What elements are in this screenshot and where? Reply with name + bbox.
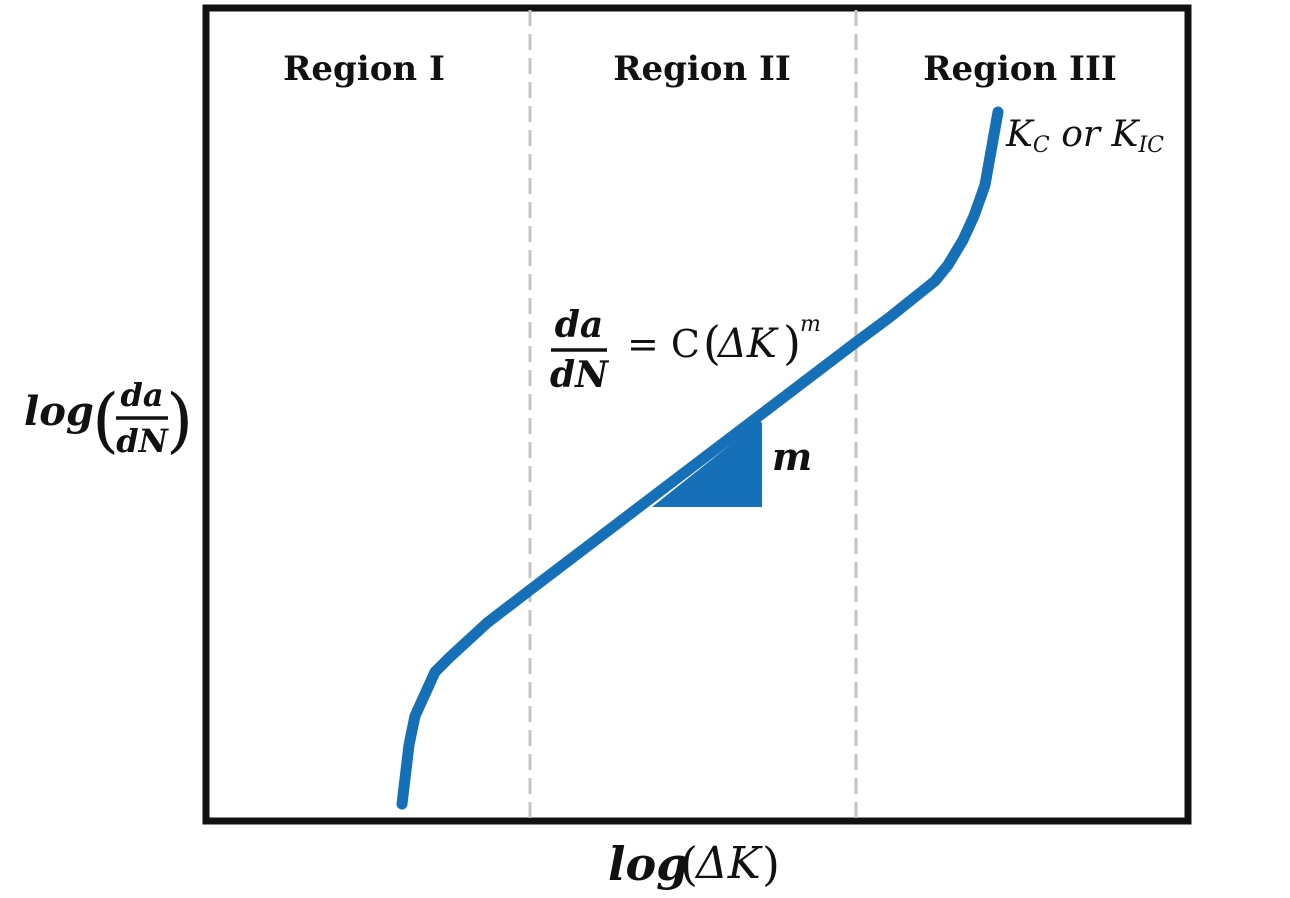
crack-growth-curve	[396, 106, 1004, 810]
kic-subscript: IC	[1137, 133, 1164, 158]
x-axis-open-paren: (	[680, 837, 698, 891]
slope-label: m	[772, 434, 812, 479]
y-axis-numerator: da	[120, 376, 163, 414]
y-axis-label: log ( da dN )	[24, 376, 193, 461]
kc-subscript: C	[1033, 133, 1050, 158]
x-axis-argument: ΔK	[694, 838, 763, 889]
paris-law-equation: da dN = C ( ΔK ) m	[550, 304, 821, 396]
y-axis-log: log	[24, 388, 94, 435]
x-axis-close-paren: )	[762, 837, 780, 891]
equation-numerator: da	[555, 304, 604, 346]
svg-text:KC or KIC: KC or KIC	[1005, 114, 1164, 158]
region-2-label: Region II	[613, 49, 791, 89]
equation-rhs-prefix: = C	[627, 322, 700, 366]
equation-open-paren: (	[703, 316, 721, 370]
fracture-toughness-label: KC or KIC	[1005, 114, 1164, 158]
y-axis-denominator: dN	[116, 422, 169, 460]
x-axis-log: log	[608, 837, 688, 891]
region-3-label: Region III	[923, 49, 1117, 89]
kc-symbol: K	[1005, 114, 1035, 155]
region-1-label: Region I	[283, 49, 445, 89]
equation-delta-k: ΔK	[716, 321, 779, 367]
equation-denominator: dN	[550, 354, 610, 396]
kic-symbol: K	[1111, 114, 1141, 155]
x-axis-label: log ( ΔK )	[608, 837, 780, 891]
or-word: or	[1050, 114, 1112, 155]
equation-close-paren: )	[783, 316, 801, 370]
equation-exponent: m	[800, 312, 821, 337]
y-axis-open-paren: (	[92, 379, 119, 461]
plot-frame	[202, 4, 1192, 825]
slope-triangle	[652, 421, 762, 507]
y-axis-close-paren: )	[166, 379, 193, 461]
